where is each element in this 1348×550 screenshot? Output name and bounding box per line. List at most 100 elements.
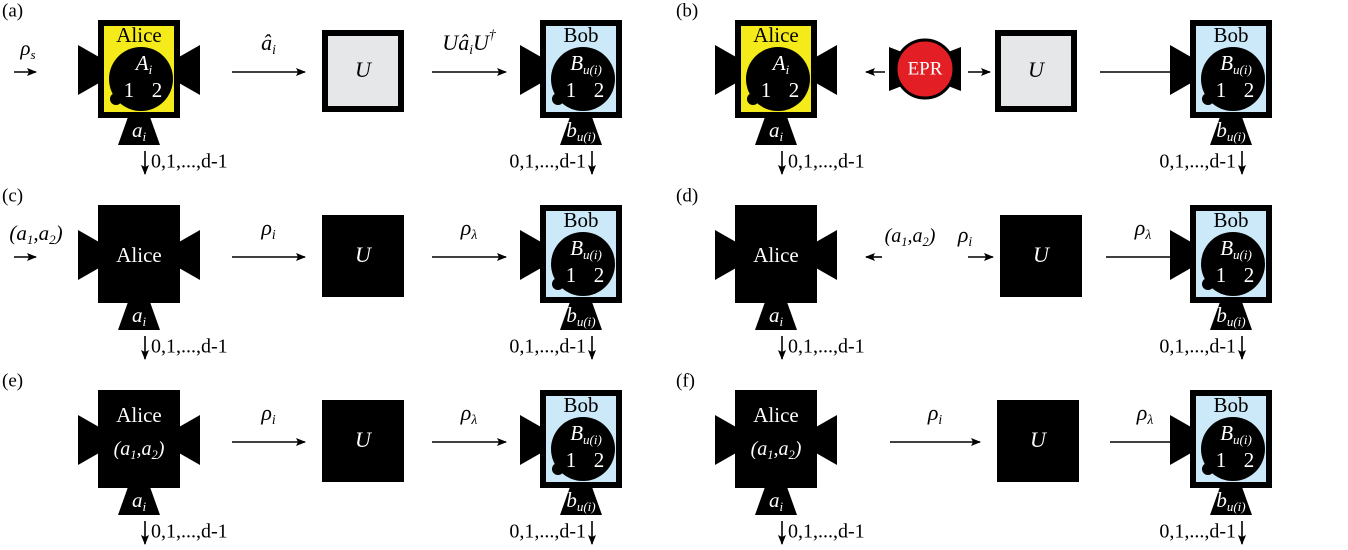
math-label: (a1,a2) [114, 438, 165, 462]
math-symbol: (a [751, 438, 768, 460]
math-label: bu(i) [1216, 303, 1245, 329]
subscript: λ [1144, 227, 1151, 242]
dial-label: 1 [566, 448, 577, 472]
outcome-range: 0,1,...,d-1 [509, 151, 586, 173]
port [1170, 415, 1191, 465]
dial [551, 232, 615, 296]
outcome-range: 0,1,...,d-1 [509, 336, 586, 358]
math-label: ρλ [460, 400, 478, 427]
math-symbol: ) [928, 225, 936, 247]
math-symbol: â [458, 30, 469, 55]
box [735, 390, 817, 488]
dial [746, 47, 810, 111]
math-symbol: (a [885, 225, 902, 247]
subscript: i [149, 62, 153, 77]
math-label: ai [132, 118, 147, 144]
dial-pointer [552, 278, 564, 290]
dial-pointer [1202, 278, 1214, 290]
port [816, 415, 837, 465]
outcome-range: 0,1,...,d-1 [1159, 336, 1236, 358]
math-label: (a1,a2) [9, 221, 62, 247]
math-symbol: a [769, 303, 780, 327]
agent-name: Bob [563, 23, 598, 47]
port [118, 117, 160, 145]
subscript: i [469, 42, 473, 57]
subscript: u(i) [1227, 314, 1246, 329]
subscript: i [142, 314, 146, 329]
subscript: u(i) [583, 247, 602, 262]
agent-name: Alice [753, 23, 798, 47]
math-symbol: A [771, 51, 786, 75]
math-symbol: B [570, 236, 583, 260]
dial [1201, 47, 1265, 111]
subscript: u(i) [1233, 247, 1252, 262]
math-symbol: B [1220, 51, 1233, 75]
dial-label: 1 [761, 78, 772, 102]
math-label: ρi [260, 215, 276, 242]
math-symbol: ,a [774, 438, 789, 460]
port [816, 45, 837, 95]
math-symbol: b [566, 118, 577, 142]
port [1170, 45, 1191, 95]
math-label: ρλ [460, 215, 478, 242]
unitary-box [322, 215, 404, 297]
port [1210, 487, 1252, 515]
math-label: Ai [771, 51, 790, 77]
dial [109, 47, 173, 111]
dial-label: 1 [124, 78, 135, 102]
agent-name: Bob [563, 393, 598, 417]
math-symbol: ) [55, 221, 63, 245]
port [520, 45, 541, 95]
outcome-range: 0,1,...,d-1 [1159, 521, 1236, 543]
dial-pointer [110, 93, 122, 105]
math-label: ai [769, 488, 784, 514]
subscript: i [272, 227, 276, 242]
subscript: 2 [923, 235, 929, 249]
math-symbol: ρ [1134, 215, 1146, 240]
dial-pointer [552, 93, 564, 105]
panel-label: (e) [2, 370, 23, 391]
subscript: i [779, 129, 783, 144]
port [78, 45, 99, 95]
math-label: ai [769, 118, 784, 144]
subscript: u(i) [1233, 432, 1252, 447]
subscript: i [142, 129, 146, 144]
subscript: i [779, 499, 783, 514]
subscript: u(i) [577, 314, 596, 329]
dial-label: 1 [1216, 78, 1227, 102]
port [816, 230, 837, 280]
subscript: i [968, 234, 972, 249]
math-symbol: ρ [260, 400, 272, 425]
math-label: âi [261, 30, 276, 57]
dial-label: 2 [1244, 448, 1255, 472]
port [118, 487, 160, 515]
math-label: bu(i) [566, 488, 595, 514]
subscript: i [142, 499, 146, 514]
dial [551, 47, 615, 111]
unitary-box [322, 400, 404, 482]
panel-label: (c) [2, 185, 23, 206]
math-label: Bu(i) [570, 236, 602, 262]
math-label: Bu(i) [1220, 421, 1252, 447]
math-symbol: ) [157, 438, 165, 460]
subscript: s [31, 47, 36, 62]
port [560, 302, 602, 330]
math-label: UâiU† [442, 27, 497, 57]
subscript: i [272, 412, 276, 427]
dial-pointer [552, 463, 564, 475]
unitary-label: U [355, 427, 373, 452]
math-symbol: A [134, 51, 149, 75]
math-label: ρλ [1136, 400, 1154, 427]
dial-pointer [1202, 463, 1214, 475]
dial [551, 417, 615, 481]
port [179, 45, 200, 95]
unitary-box [322, 30, 404, 112]
subscript: u(i) [1233, 62, 1252, 77]
port [1170, 230, 1191, 280]
math-symbol: b [1216, 303, 1227, 327]
math-symbol: a [769, 118, 780, 142]
panel-label: (b) [676, 0, 698, 21]
math-label: ρi [927, 400, 943, 427]
math-label: bu(i) [566, 303, 595, 329]
